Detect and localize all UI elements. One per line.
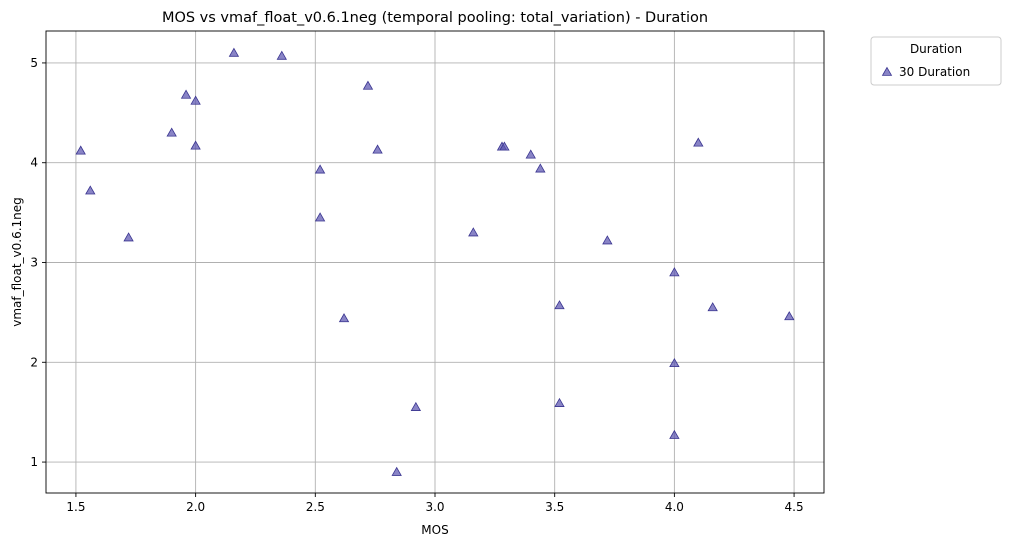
data-point-triangle (166, 127, 177, 137)
grid-lines (46, 31, 824, 493)
data-point-triangle (228, 47, 240, 57)
y-tick-label: 5 (30, 56, 38, 70)
data-point-triangle (535, 163, 546, 173)
y-tick-label: 3 (30, 255, 38, 269)
data-point-triangle (468, 227, 479, 237)
data-point-triangle (85, 185, 96, 195)
data-point-triangle (410, 401, 422, 411)
data-point-triangle (180, 89, 192, 99)
x-axis-label: MOS (421, 523, 448, 537)
data-point-triangle (525, 149, 536, 159)
data-point-triangle (602, 235, 613, 245)
data-point-triangle (75, 145, 86, 155)
data-point-triangle (669, 357, 680, 368)
chart-title: MOS vs vmaf_float_v0.6.1neg (temporal po… (162, 10, 708, 26)
y-tick-label: 1 (30, 455, 38, 469)
data-point-triangle (391, 466, 402, 476)
legend-box (870, 36, 1002, 86)
data-point-triangle (554, 300, 565, 310)
y-axis-label: vmaf_float_v0.6.1neg (10, 197, 24, 327)
y-tick-label: 2 (30, 355, 38, 369)
data-point-triangle (123, 232, 134, 242)
data-point-triangle (693, 137, 704, 147)
x-tick-label: 2.0 (186, 500, 205, 514)
data-point-triangle (314, 164, 326, 174)
x-tick-label: 3.5 (545, 500, 564, 514)
data-point-triangle (669, 429, 680, 439)
y-tick-label: 4 (30, 156, 38, 170)
data-point-triangle (669, 267, 680, 277)
data-point-triangle (338, 313, 350, 323)
legend: Duration 30 Duration (870, 36, 1002, 86)
x-axis-ticks: 1.5 2.0 2.5 3.0 3.5 4.0 4.5 (66, 493, 804, 514)
legend-entry-label: 30 Duration (899, 65, 970, 79)
data-point-triangle (314, 212, 326, 222)
data-point-triangle (554, 397, 565, 407)
x-tick-label: 4.0 (665, 500, 684, 514)
x-tick-label: 4.5 (785, 500, 804, 514)
data-point-triangle (362, 80, 374, 90)
data-point-triangle (372, 144, 383, 154)
data-point-triangle (707, 302, 718, 312)
x-tick-label: 3.0 (425, 500, 444, 514)
y-axis-ticks: 1 2 3 4 5 (30, 56, 46, 469)
data-point-triangle (784, 311, 795, 321)
data-point-triangle (190, 140, 201, 150)
legend-title: Duration (910, 42, 962, 56)
legend-marker-triangle-icon (881, 66, 893, 76)
data-points (75, 47, 795, 476)
x-tick-label: 1.5 (66, 500, 85, 514)
data-point-triangle (276, 50, 287, 60)
data-point-triangle (499, 141, 510, 151)
x-tick-label: 2.5 (306, 500, 325, 514)
data-point-triangle (190, 95, 201, 105)
